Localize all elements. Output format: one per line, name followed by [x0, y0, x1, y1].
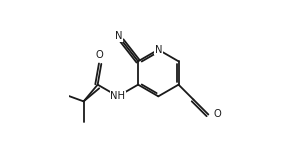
Text: O: O: [214, 109, 221, 119]
Text: O: O: [96, 50, 104, 60]
Text: N: N: [115, 31, 122, 41]
Text: N: N: [155, 45, 162, 55]
Text: NH: NH: [110, 91, 125, 101]
